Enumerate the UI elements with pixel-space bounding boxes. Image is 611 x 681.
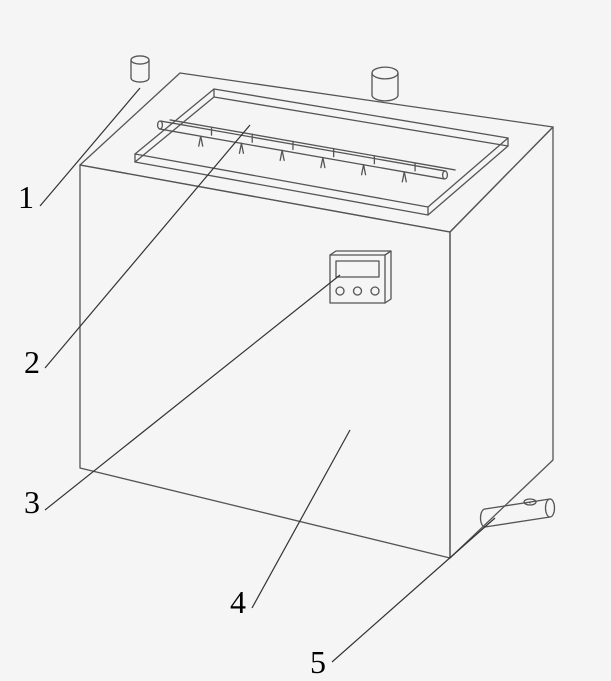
callout-label-3: 3 [24,484,40,521]
callout-label-5: 5 [310,644,326,681]
diagram-canvas [0,0,611,678]
callout-label-2: 2 [24,344,40,381]
callout-label-1: 1 [18,179,34,216]
callout-label-4: 4 [230,584,246,621]
